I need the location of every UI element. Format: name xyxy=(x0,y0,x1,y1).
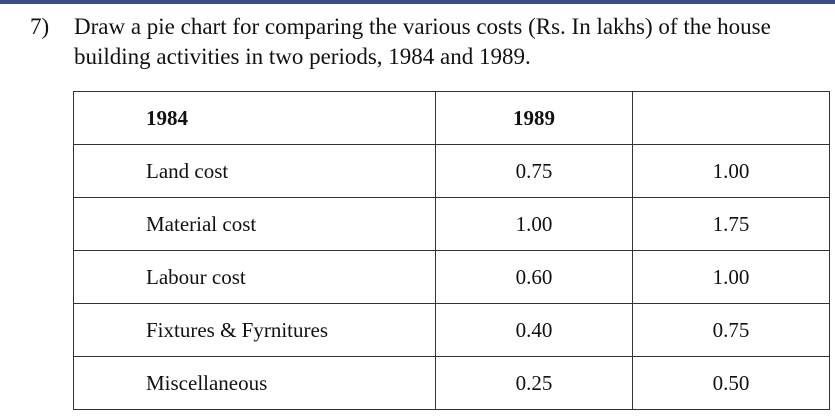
table-row: Land cost 0.75 1.00 xyxy=(73,144,830,198)
table-cell: 1.75 xyxy=(632,197,830,251)
header-cell xyxy=(632,91,830,145)
table-header-row: 1984 1989 xyxy=(73,91,830,145)
table-row: Miscellaneous 0.25 0.50 xyxy=(73,356,830,410)
header-cell: 1984 xyxy=(73,91,436,145)
question-number: 7) xyxy=(30,14,50,39)
table-cell: 0.75 xyxy=(435,144,633,198)
table-row: Fixtures & Fyrnitures 0.40 0.75 xyxy=(73,303,830,357)
table-cell: 0.50 xyxy=(632,356,830,410)
table-cell: 1.00 xyxy=(632,250,830,304)
table-cell: 1.00 xyxy=(632,144,830,198)
table-cell: Fixtures & Fyrnitures xyxy=(73,303,436,357)
table-cell: Miscellaneous xyxy=(73,356,436,410)
question-text: Draw a pie chart for comparing the vario… xyxy=(74,14,771,69)
table-cell: Material cost xyxy=(73,197,436,251)
table-cell: 0.60 xyxy=(435,250,633,304)
top-divider xyxy=(0,0,835,4)
table-cell: 0.75 xyxy=(632,303,830,357)
table-cell: Labour cost xyxy=(73,250,436,304)
table-cell: Land cost xyxy=(73,144,436,198)
table-row: Material cost 1.00 1.75 xyxy=(73,197,830,251)
table-cell: 1.00 xyxy=(435,197,633,251)
cost-table: 1984 1989 Land cost 0.75 1.00 Material c… xyxy=(73,91,830,410)
table-cell: 0.40 xyxy=(435,303,633,357)
table-row: Labour cost 0.60 1.00 xyxy=(73,250,830,304)
table-cell: 0.25 xyxy=(435,356,633,410)
header-cell: 1989 xyxy=(435,91,633,145)
